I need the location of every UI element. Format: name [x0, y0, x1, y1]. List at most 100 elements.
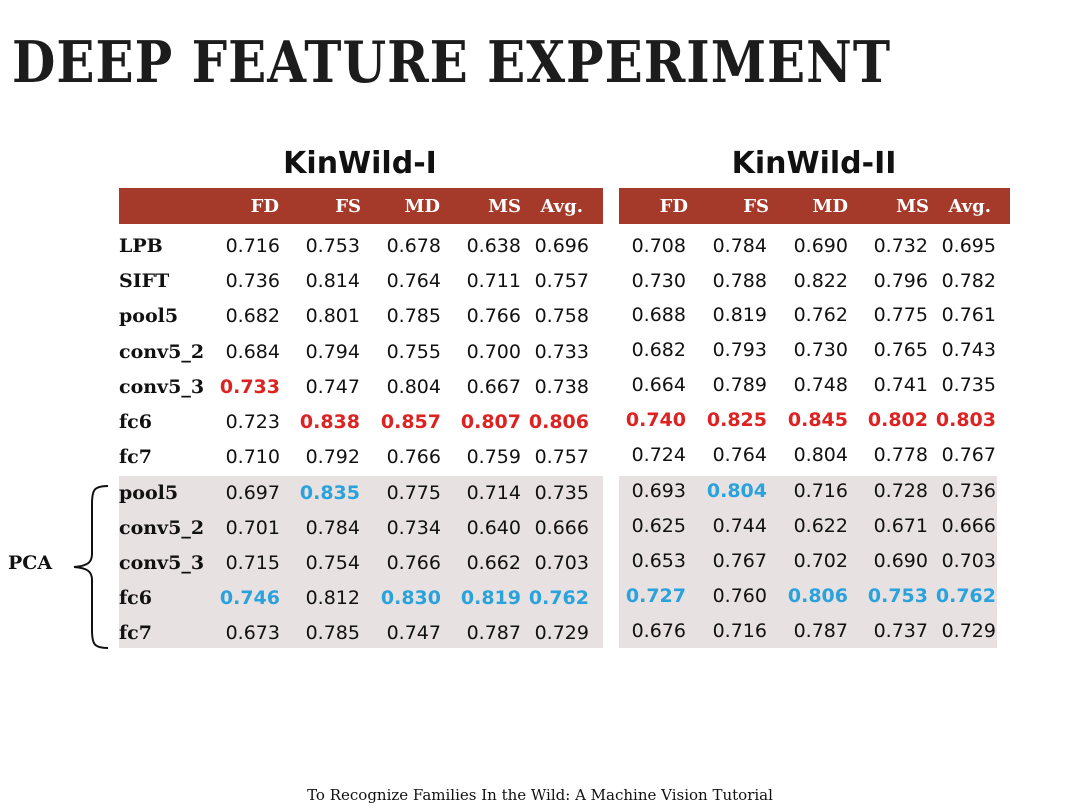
table-cell: 0.845 — [787, 409, 848, 431]
table-cell: 0.793 — [712, 339, 767, 361]
table-cell: 0.812 — [305, 587, 360, 609]
table-cell: 0.764 — [386, 270, 441, 292]
table-cell: 0.733 — [219, 376, 280, 398]
table-cell: 0.804 — [706, 480, 767, 502]
row-label: pool5 — [119, 305, 179, 327]
table-cell: 0.759 — [466, 446, 521, 468]
table-cell: 0.766 — [386, 552, 441, 574]
table-cell: 0.690 — [873, 550, 928, 572]
table-cell: 0.734 — [386, 517, 441, 539]
table-cell: 0.775 — [386, 482, 441, 504]
table-cell: 0.778 — [873, 444, 928, 466]
table-cell: 0.755 — [386, 341, 441, 363]
table-cell: 0.730 — [631, 270, 686, 292]
table-cell: 0.753 — [867, 585, 928, 607]
table-cell: 0.688 — [631, 304, 686, 326]
table-cell: 0.622 — [793, 515, 848, 537]
row-label: pool5 — [119, 482, 179, 504]
table-cell: 0.787 — [466, 622, 521, 644]
table-cell: 0.762 — [935, 585, 996, 607]
table-cell: 0.693 — [631, 480, 686, 502]
column-header-avg: Avg. — [948, 196, 991, 217]
table-cell: 0.736 — [941, 480, 996, 502]
table-cell: 0.716 — [712, 620, 767, 642]
table-cell: 0.696 — [534, 235, 589, 257]
table-cell: 0.676 — [631, 620, 686, 642]
table-cell: 0.804 — [386, 376, 441, 398]
column-header-md: MD — [812, 196, 848, 217]
table-cell: 0.804 — [793, 444, 848, 466]
column-header-fs: FS — [335, 196, 361, 217]
table-cell: 0.789 — [712, 374, 767, 396]
table-cell: 0.682 — [631, 339, 686, 361]
table-cell: 0.807 — [460, 411, 521, 433]
table-cell: 0.762 — [793, 304, 848, 326]
table-cell: 0.682 — [225, 305, 280, 327]
table-cell: 0.757 — [534, 270, 589, 292]
table-cell: 0.758 — [534, 305, 589, 327]
table-cell: 0.735 — [534, 482, 589, 504]
table-cell: 0.748 — [793, 374, 848, 396]
column-header-ms: MS — [488, 196, 521, 217]
pca-brace-icon — [73, 485, 109, 649]
table-cell: 0.801 — [305, 305, 360, 327]
table-cell: 0.729 — [534, 622, 589, 644]
table-cell: 0.662 — [466, 552, 521, 574]
slide-title: DEEP FEATURE EXPERIMENT — [12, 28, 892, 96]
row-label: fc7 — [119, 622, 152, 644]
column-header-md: MD — [404, 196, 440, 217]
table-cell: 0.782 — [941, 270, 996, 292]
group-heading-kinwild-i: KinWild-I — [283, 146, 437, 181]
table-cell: 0.761 — [941, 304, 996, 326]
table-cell: 0.794 — [305, 341, 360, 363]
table-cell: 0.673 — [225, 622, 280, 644]
table-cell: 0.787 — [793, 620, 848, 642]
table-cell: 0.727 — [625, 585, 686, 607]
table-cell: 0.757 — [534, 446, 589, 468]
row-label: fc6 — [119, 411, 152, 433]
table-cell: 0.625 — [631, 515, 686, 537]
table-cell: 0.825 — [706, 409, 767, 431]
table-cell: 0.724 — [631, 444, 686, 466]
footer-text: To Recognize Families In the Wild: A Mac… — [307, 786, 773, 804]
table-cell: 0.741 — [873, 374, 928, 396]
table-cell: 0.819 — [712, 304, 767, 326]
table-cell: 0.703 — [534, 552, 589, 574]
table-cell: 0.857 — [380, 411, 441, 433]
table-cell: 0.666 — [534, 517, 589, 539]
table-cell: 0.743 — [941, 339, 996, 361]
table-cell: 0.723 — [225, 411, 280, 433]
table-cell: 0.729 — [941, 620, 996, 642]
table-cell: 0.667 — [466, 376, 521, 398]
table-cell: 0.738 — [534, 376, 589, 398]
table-cell: 0.835 — [299, 482, 360, 504]
table-cell: 0.710 — [225, 446, 280, 468]
table-header-kinwild-i: FD FS MD MS Avg. — [119, 188, 603, 224]
pca-label: PCA — [8, 552, 53, 574]
table-cell: 0.838 — [299, 411, 360, 433]
row-label: conv5_3 — [119, 376, 205, 398]
row-label: fc7 — [119, 446, 152, 468]
table-cell: 0.733 — [534, 341, 589, 363]
table-cell: 0.716 — [225, 235, 280, 257]
table-cell: 0.735 — [941, 374, 996, 396]
table-cell: 0.747 — [386, 622, 441, 644]
table-cell: 0.640 — [466, 517, 521, 539]
table-cell: 0.767 — [941, 444, 996, 466]
table-cell: 0.690 — [793, 235, 848, 257]
table-cell: 0.784 — [305, 517, 360, 539]
table-cell: 0.703 — [941, 550, 996, 572]
table-cell: 0.802 — [867, 409, 928, 431]
table-cell: 0.664 — [631, 374, 686, 396]
table-cell: 0.767 — [712, 550, 767, 572]
row-label: LPB — [119, 235, 163, 257]
table-cell: 0.708 — [631, 235, 686, 257]
table-cell: 0.711 — [466, 270, 521, 292]
table-cell: 0.715 — [225, 552, 280, 574]
column-header-ms: MS — [896, 196, 929, 217]
table-cell: 0.753 — [305, 235, 360, 257]
table-cell: 0.796 — [873, 270, 928, 292]
table-cell: 0.732 — [873, 235, 928, 257]
row-label: SIFT — [119, 270, 170, 292]
table-cell: 0.830 — [380, 587, 441, 609]
